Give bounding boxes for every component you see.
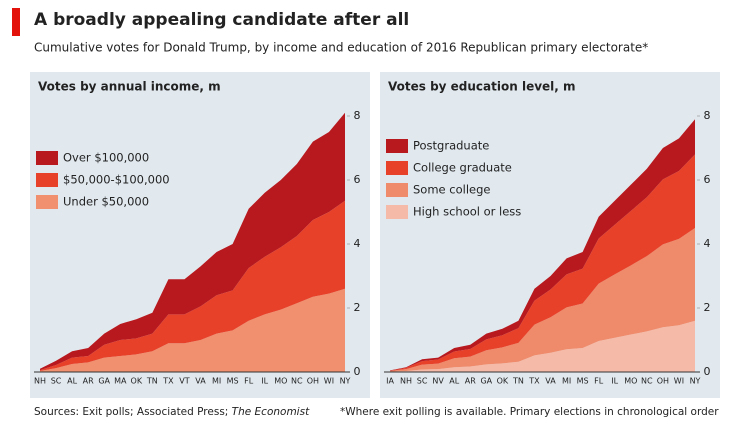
x-tick-label: WI [674,377,684,386]
x-tick-label: AL [449,377,459,386]
source: Sources: Exit polls; Associated Press; T… [34,406,310,418]
x-tick-label: VT [179,377,189,386]
source-publication: The Economist [232,406,310,418]
x-tick-label: OK [131,377,143,386]
accent-bar [12,8,20,36]
x-tick-label: GA [98,377,110,386]
y-tick-label: 4 [704,237,711,250]
x-tick-label: AR [465,377,476,386]
area [390,228,695,372]
subtitle: Cumulative votes for Donald Trump, by in… [34,41,648,55]
x-tick-label: OH [657,377,669,386]
x-tick-label: MI [562,377,571,386]
title: A broadly appealing candidate after all [34,10,409,30]
x-tick-label: GA [480,377,492,386]
y-tick-label: 8 [354,109,361,122]
legend-label: Over $100,000 [63,151,149,165]
area [390,154,695,372]
legend-label: High school or less [413,205,521,219]
x-tick-label: AR [83,377,94,386]
x-tick-label: VA [195,377,206,386]
x-tick-label: IL [611,377,618,386]
x-tick-label: AL [67,377,77,386]
area [40,200,345,372]
legend-swatch [36,173,58,187]
note: *Where exit polling is available. Primar… [340,406,719,418]
area [40,112,345,371]
source-text: Sources: Exit polls; Associated Press; [34,406,232,418]
y-tick-label: 6 [704,173,711,186]
x-tick-label: NV [432,377,444,386]
legend-swatch [386,205,408,219]
y-tick-label: 6 [354,173,361,186]
legend-label: Under $50,000 [63,195,149,209]
x-tick-label: MS [577,377,589,386]
y-tick-label: 2 [704,301,711,314]
x-tick-label: NY [340,377,351,386]
x-tick-label: IA [386,377,394,386]
x-tick-label: NC [641,377,653,386]
x-tick-label: NY [690,377,701,386]
y-tick-label: 4 [354,237,361,250]
x-tick-label: MA [114,377,127,386]
x-tick-label: FL [594,377,604,386]
x-tick-label: TN [512,377,524,386]
legend-swatch [386,139,408,153]
x-tick-label: SC [51,377,62,386]
x-tick-label: TN [146,377,158,386]
legend-label: Some college [413,183,490,197]
x-tick-label: WI [324,377,334,386]
x-tick-label: FL [244,377,254,386]
legend-label: College graduate [413,161,512,175]
x-tick-label: OH [307,377,319,386]
legend-label: $50,000-$100,000 [63,173,170,187]
panel-title: Votes by annual income, m [38,80,221,94]
x-tick-label: VA [545,377,556,386]
x-tick-label: TX [162,377,174,386]
area [40,288,345,372]
x-tick-label: NH [400,377,412,386]
y-tick-label: 0 [354,365,361,378]
legend-swatch [36,195,58,209]
y-tick-label: 0 [704,365,711,378]
legend-swatch [36,151,58,165]
x-tick-label: MI [212,377,221,386]
y-tick-label: 2 [354,301,361,314]
x-tick-label: SC [417,377,428,386]
area [390,320,695,372]
x-tick-label: TX [528,377,540,386]
x-tick-label: MO [624,377,637,386]
legend-swatch [386,183,408,197]
x-tick-label: IL [261,377,268,386]
y-tick-label: 8 [704,109,711,122]
x-tick-label: OK [497,377,509,386]
panel-title: Votes by education level, m [388,80,576,94]
legend-label: Postgraduate [413,139,489,153]
x-tick-label: NH [34,377,46,386]
x-tick-label: MS [227,377,239,386]
x-tick-label: MO [274,377,287,386]
legend-swatch [386,161,408,175]
x-tick-label: NC [291,377,303,386]
